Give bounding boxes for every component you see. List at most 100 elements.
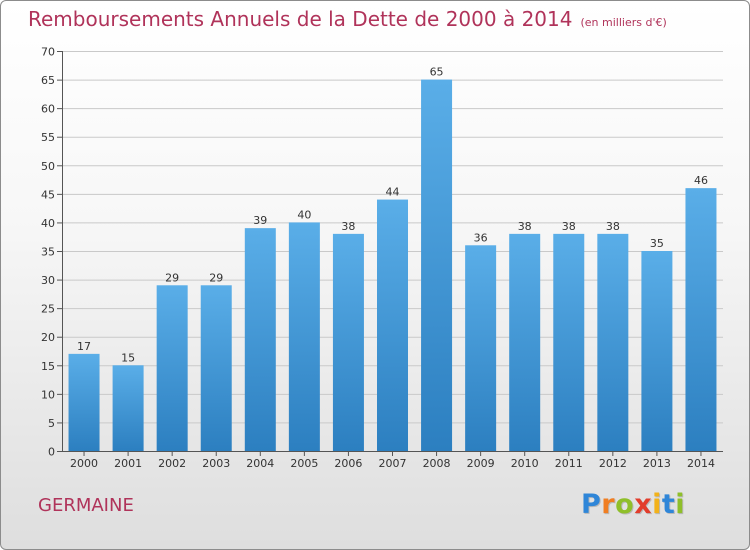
x-tick-label: 2003 [202, 457, 230, 470]
data-label-2013: 35 [650, 237, 664, 250]
x-axis: 2000 2001 2002 2003 2004 2005 2006 2007 2008 2009… [62, 451, 723, 470]
x-tick-label: 2010 [511, 457, 539, 470]
bar-2009 [465, 245, 497, 451]
y-axis: 0 5 10 15 20 25 30 35 40 45 50 55 60 65 70 [41, 46, 63, 459]
y-tick: 45 [41, 188, 62, 201]
x-tick: 2008 [423, 451, 451, 470]
data-label-2008: 65 [430, 66, 444, 79]
x-tick-label: 2009 [467, 457, 495, 470]
bar-2008 [421, 79, 453, 452]
y-tick: 15 [41, 360, 62, 373]
bar-2013 [641, 251, 673, 451]
x-tick: 2006 [334, 451, 362, 470]
y-tick: 70 [41, 46, 62, 59]
brand-logo[interactable]: Proxiti [581, 489, 685, 520]
data-label-2006: 38 [341, 220, 355, 233]
x-tick: 2014 [687, 451, 715, 470]
data-label-2010: 38 [518, 220, 532, 233]
y-tick-label: 5 [48, 417, 55, 430]
data-label-2007: 44 [386, 186, 400, 199]
x-tick: 2000 [70, 451, 98, 470]
brand-letter: i [652, 489, 662, 520]
y-tick: 0 [48, 446, 62, 459]
brand-letter: t [661, 489, 676, 520]
brand-letter: P [581, 489, 602, 520]
data-label-2004: 39 [253, 214, 267, 227]
bar-2014 [685, 188, 717, 451]
bar-2006 [332, 233, 364, 451]
data-labels: 17 15 29 29 39 40 38 44 65 36 38 38 38 35 46 [77, 66, 708, 365]
x-tick: 2003 [202, 451, 230, 470]
bar-2011 [553, 233, 585, 451]
x-tick-label: 2014 [687, 457, 715, 470]
y-tick: 50 [41, 160, 62, 173]
x-tick: 2002 [158, 451, 186, 470]
bar-2000 [68, 353, 100, 451]
y-tick: 10 [41, 388, 62, 401]
x-tick-label: 2000 [70, 457, 98, 470]
x-tick: 2011 [555, 451, 583, 470]
data-label-2014: 46 [694, 174, 708, 187]
y-tick: 5 [48, 417, 62, 430]
brand-letter: o [615, 489, 635, 520]
x-tick: 2013 [643, 451, 671, 470]
y-tick: 30 [41, 274, 62, 287]
bar-2003 [200, 285, 232, 451]
x-tick-label: 2007 [379, 457, 407, 470]
x-tick: 2009 [467, 451, 495, 470]
chart-title: Remboursements Annuels de la Dette de 20… [28, 7, 667, 31]
y-tick-label: 0 [48, 446, 55, 459]
brand-letter: i [675, 489, 686, 520]
x-tick: 2001 [114, 451, 142, 470]
data-label-2001: 15 [121, 351, 135, 364]
x-tick: 2010 [511, 451, 539, 470]
brand-letter: x [634, 489, 653, 520]
y-tick: 55 [41, 131, 62, 144]
data-label-2000: 17 [77, 340, 91, 353]
bar-2007 [377, 199, 408, 451]
bar-2005 [288, 222, 320, 451]
y-tick-label: 30 [41, 274, 55, 287]
y-tick-label: 35 [41, 246, 55, 259]
y-tick: 40 [41, 217, 62, 230]
x-tick-label: 2011 [555, 457, 583, 470]
y-tick-label: 70 [41, 46, 55, 59]
y-tick-label: 20 [41, 331, 55, 344]
bar-2010 [509, 233, 541, 451]
data-label-2011: 38 [562, 220, 576, 233]
data-label-2002: 29 [165, 271, 179, 284]
bar-2002 [156, 285, 188, 451]
y-tick-label: 65 [41, 74, 55, 87]
y-tick-label: 45 [41, 188, 55, 201]
bar-2004 [244, 228, 276, 451]
chart-unit-note: (en milliers d'€) [580, 16, 667, 29]
x-tick: 2007 [379, 451, 407, 470]
bar-2012 [597, 233, 629, 451]
x-tick: 2004 [246, 451, 274, 470]
x-tick-label: 2006 [334, 457, 362, 470]
data-label-2005: 40 [297, 208, 311, 221]
y-tick-label: 25 [41, 303, 55, 316]
data-label-2009: 36 [474, 231, 488, 244]
y-tick-label: 15 [41, 360, 55, 373]
y-tick: 35 [41, 246, 62, 259]
y-tick: 20 [41, 331, 62, 344]
x-tick-label: 2013 [643, 457, 671, 470]
x-tick: 2012 [599, 451, 627, 470]
y-tick-label: 55 [41, 131, 55, 144]
data-label-2003: 29 [209, 271, 223, 284]
x-tick-label: 2004 [246, 457, 274, 470]
y-tick-label: 60 [41, 103, 55, 116]
chart-title-text: Remboursements Annuels de la Dette de 20… [28, 7, 573, 31]
y-tick-label: 10 [41, 388, 55, 401]
bars [68, 79, 717, 452]
city-name: GERMAINE [38, 495, 134, 516]
x-tick-label: 2008 [423, 457, 451, 470]
x-tick-label: 2002 [158, 457, 186, 470]
brand-letter: r [601, 489, 616, 520]
y-tick: 25 [41, 303, 62, 316]
data-label-2012: 38 [606, 220, 620, 233]
y-tick-label: 40 [41, 217, 55, 230]
x-tick-label: 2005 [290, 457, 318, 470]
